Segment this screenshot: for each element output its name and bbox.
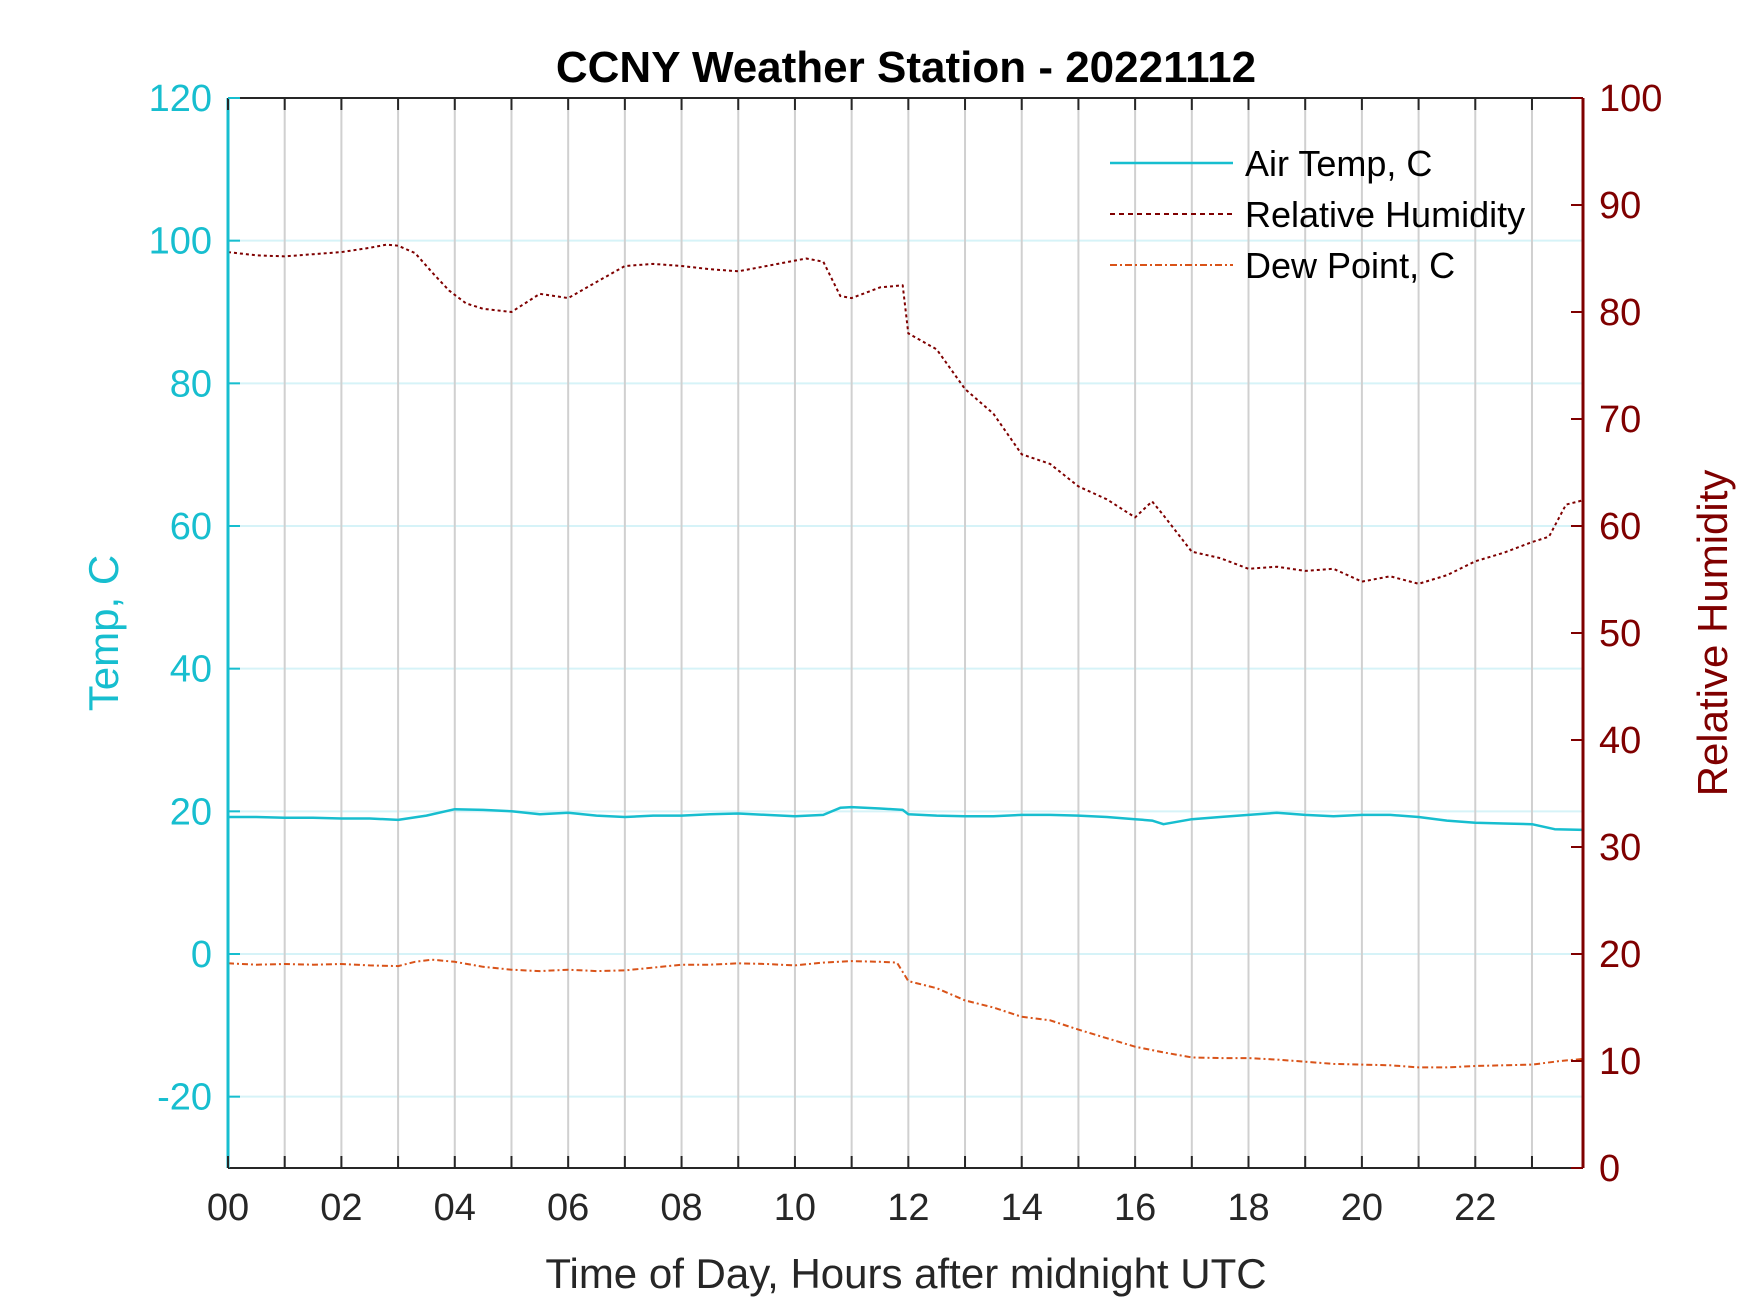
series-line-air-temp-c xyxy=(228,805,1584,832)
y-axis-label-right: Relative Humidity xyxy=(1689,470,1736,797)
legend-label-dew-point: Dew Point, C xyxy=(1245,245,1455,286)
x-tick-label: 08 xyxy=(660,1187,702,1229)
chart-title: CCNY Weather Station - 20221112 xyxy=(556,43,1256,92)
y-left-tick-label: 20 xyxy=(170,791,212,833)
y-right-tick-label: 100 xyxy=(1599,78,1662,120)
ticks-layer: 00 02 04 06 08 10 12 14 16 18 20 22-200204060801001… xyxy=(149,78,1663,1229)
grid-layer xyxy=(228,98,1583,1168)
y-right-tick-label: 50 xyxy=(1599,613,1641,655)
x-tick-label: 06 xyxy=(547,1187,589,1229)
legend-label-air-temp: Air Temp, C xyxy=(1245,143,1432,184)
y-left-tick-label: 40 xyxy=(170,649,212,691)
x-tick-label: 20 xyxy=(1341,1187,1383,1229)
x-tick-label: 10 xyxy=(774,1187,816,1229)
y-right-tick-label: 80 xyxy=(1599,292,1641,334)
x-tick-label: 22 xyxy=(1454,1187,1496,1229)
y-left-tick-label: 60 xyxy=(170,506,212,548)
series-layer xyxy=(227,243,1584,1069)
legend-label-relative-humidity: Relative Humidity xyxy=(1245,194,1525,235)
y-right-tick-label: 60 xyxy=(1599,506,1641,548)
x-tick-label: 16 xyxy=(1114,1187,1156,1229)
x-tick-label: 04 xyxy=(434,1187,476,1229)
series-line-relative-humidity xyxy=(227,243,1584,585)
y-left-tick-label: 0 xyxy=(191,934,212,976)
x-tick-label: 18 xyxy=(1227,1187,1269,1229)
y-right-tick-label: 90 xyxy=(1599,185,1641,227)
legend: Air Temp, C Relative Humidity Dew Point,… xyxy=(1110,143,1525,286)
y-axis-label-left: Temp, C xyxy=(80,555,127,711)
y-right-tick-label: 70 xyxy=(1599,399,1641,441)
y-right-tick-label: 40 xyxy=(1599,720,1641,762)
x-tick-label: 14 xyxy=(1001,1187,1043,1229)
y-right-tick-label: 30 xyxy=(1599,827,1641,869)
x-tick-label: 00 xyxy=(207,1187,249,1229)
x-axis-label: Time of Day, Hours after midnight UTC xyxy=(545,1250,1266,1297)
series-line-dew-point-c xyxy=(227,958,1584,1069)
y-right-tick-label: 20 xyxy=(1599,934,1641,976)
y-left-tick-label: 120 xyxy=(149,78,212,120)
x-tick-label: 02 xyxy=(320,1187,362,1229)
y-left-tick-label: 80 xyxy=(170,363,212,405)
y-left-tick-label: -20 xyxy=(157,1077,212,1119)
y-right-tick-label: 0 xyxy=(1599,1148,1620,1190)
y-right-tick-label: 10 xyxy=(1599,1041,1641,1083)
x-tick-label: 12 xyxy=(887,1187,929,1229)
y-left-tick-label: 100 xyxy=(149,221,212,263)
